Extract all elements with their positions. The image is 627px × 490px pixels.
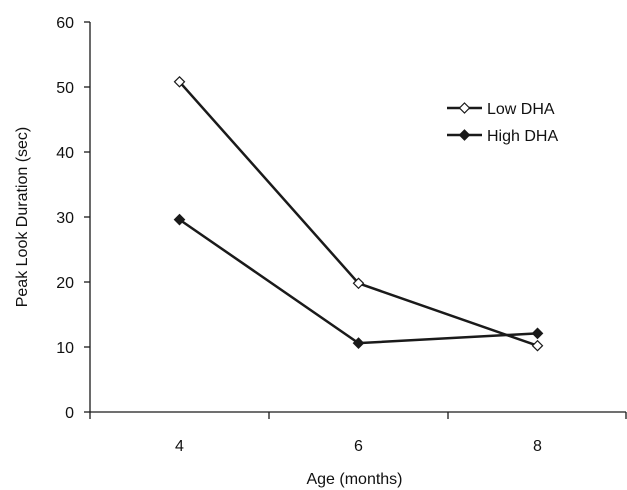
series-layer: [173, 75, 544, 352]
x-axis: 4 6 8 Age (months): [89, 411, 627, 488]
y-axis-title: Peak Look Duration (sec): [14, 127, 31, 308]
y-axis: 0 10 20 30 40 50 60 Peak Look Duration (sec): [14, 15, 91, 422]
legend-marker-low-dha: [458, 102, 471, 114]
y-tick-label: 60: [56, 15, 74, 32]
legend-label-low-dha: Low DHA: [487, 101, 555, 118]
data-point-low-dha: [352, 277, 365, 290]
legend-item-low-dha: Low DHA: [447, 101, 555, 118]
y-tick-label: 50: [56, 80, 74, 97]
series-low-dha: [173, 75, 544, 352]
y-tick-label: 30: [56, 210, 74, 227]
legend-item-high-dha: High DHA: [447, 128, 558, 145]
y-tick-label: 40: [56, 145, 74, 162]
legend-label-high-dha: High DHA: [487, 128, 558, 145]
data-point-high-dha: [173, 213, 186, 226]
data-point-low-dha: [531, 339, 544, 352]
x-tick-label: 8: [533, 438, 542, 455]
legend: Low DHA High DHA: [447, 101, 558, 145]
legend-marker-high-dha: [458, 129, 471, 141]
y-tick-label: 0: [65, 405, 74, 422]
data-point-low-dha: [173, 75, 186, 88]
x-tick-label: 4: [175, 438, 184, 455]
y-tick-label: 20: [56, 275, 74, 292]
data-point-high-dha: [352, 337, 365, 349]
series-high-dha: [173, 213, 544, 349]
data-point-high-dha: [531, 327, 544, 340]
x-axis-title: Age (months): [306, 471, 402, 488]
y-tick-label: 10: [56, 340, 74, 357]
x-tick-label: 6: [354, 438, 363, 455]
series-line-low-dha: [178, 80, 538, 347]
